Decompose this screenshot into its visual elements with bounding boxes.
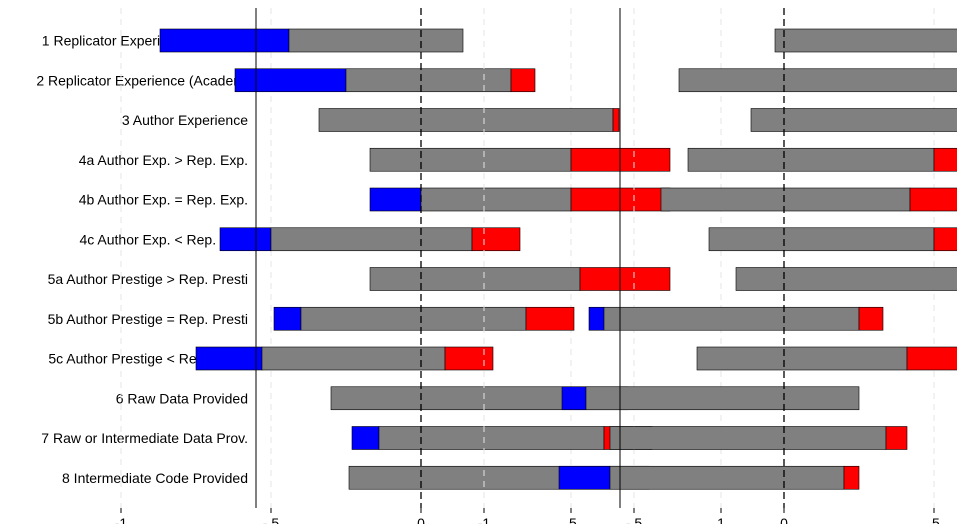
x-tick-label: 1 [717,515,725,524]
x-tick-label: .5 [928,515,940,524]
bar-gray [609,426,887,450]
bar-gray [735,267,957,291]
category-label: 8 Intermediate Code Provided [62,470,248,486]
x-tick-label: 0 [417,515,425,524]
category-label: 5a Author Prestige > Rep. Presti [48,271,248,287]
bar-gray [369,267,581,291]
bar-blue [561,386,587,411]
bar-gray [318,108,614,132]
category-label: 4c Author Exp. < Rep. Exp. [80,231,249,247]
bar-red [858,306,884,331]
bar-red [471,227,521,252]
category-label: 4b Author Exp. = Rep. Exp. [79,192,248,208]
bar-gray [585,386,860,411]
bar-red [579,267,671,291]
bar-gray [420,187,572,212]
category-label: 2 Replicator Experience (Academi [36,72,248,88]
bar-blue [195,346,263,371]
bar-blue [234,68,347,93]
x-tick-label: -1 [115,515,128,524]
bar-gray [369,147,572,172]
category-label: 3 Author Experience [122,112,248,128]
bar-blue [159,28,290,53]
bar-gray [288,28,464,53]
bar-gray [750,108,957,132]
bar-gray [378,426,605,450]
bar-gray [687,147,935,172]
x-tick-label: .5 [565,515,577,524]
bar-red [444,346,494,371]
bar-blue [588,306,605,331]
bar-gray [330,386,581,411]
bar-blue [351,426,380,450]
bar-gray [609,465,845,490]
bar-gray [270,227,473,252]
bar-blue [219,227,272,252]
bar-gray [261,346,446,371]
bar-red [933,227,957,252]
bar-gray [603,306,860,331]
bar-red [906,346,957,371]
bar-red [525,306,575,331]
bar-gray [708,227,935,252]
bar-gray [345,68,512,93]
category-label: 6 Raw Data Provided [116,390,248,406]
bar-gray [678,68,957,93]
x-tick-label: -.5 [263,515,280,524]
bar-blue [369,187,422,212]
bar-gray [696,346,908,371]
bar-red [885,426,908,450]
bar-red [510,68,536,93]
bar-gray [660,187,911,212]
bar-blue [558,465,611,490]
bar-blue [273,306,302,331]
x-tick-label: 0 [780,515,788,524]
category-label: 5b Author Prestige = Rep. Presti [48,311,248,327]
category-label: 4a Author Exp. > Rep. Exp. [79,152,248,168]
bar-red [843,465,860,490]
bar-red [612,108,620,132]
x-tick-label: -1 [478,515,491,524]
bar-gray [774,28,957,53]
bar-gray [300,306,527,331]
bar-red [909,187,957,212]
x-tick-label: -.5 [626,515,643,524]
bar-red [933,147,957,172]
category-label: 7 Raw or Intermediate Data Prov. [41,430,248,446]
